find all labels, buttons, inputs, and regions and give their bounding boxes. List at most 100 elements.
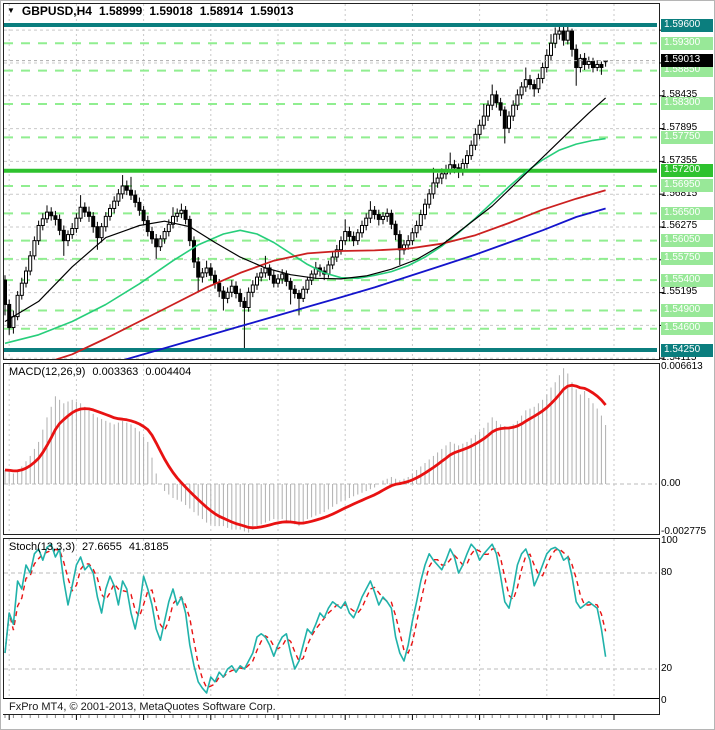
candle [250,280,255,298]
candle [410,227,415,245]
price-scale-label: 1.58435 [661,89,698,101]
candle [129,176,133,200]
ma-black-line[interactable] [4,97,607,323]
candle [238,288,243,307]
level-price-label: 1.56050 [661,234,713,248]
ma-blue-line[interactable] [5,207,606,390]
price-scale-label: 1.55195 [661,286,698,298]
candle [418,209,423,231]
macd-layer [4,364,657,534]
macd-main-value: 0.003363 [92,366,139,378]
candle [150,226,154,244]
time-axis[interactable]: 14 Aug 201319 Aug 00:0021 Aug 16:0026 Au… [1,715,714,729]
ma-green-line[interactable] [4,137,606,345]
candle [423,198,427,220]
candle [154,233,159,259]
macd-panel[interactable] [3,363,660,535]
stoch-layer [4,539,657,697]
candle [32,236,37,260]
candle [376,209,381,226]
stoch-scale-label: 80 [661,566,673,578]
candle [162,227,167,244]
candle [288,277,293,305]
candle [78,195,83,222]
stoch-panel[interactable] [3,538,660,715]
candle [108,204,112,221]
candle [280,269,285,284]
level-price-label: 1.55750 [661,252,713,266]
candle [494,90,499,108]
stoch-k-line[interactable] [4,543,607,694]
price-scale-label: 1.54115 [661,351,697,363]
candle [553,27,558,49]
level-price-label: 1.58850 [661,64,713,78]
candle [364,213,369,231]
level-price-label: 1.56950 [661,179,713,193]
candle [427,189,432,209]
candle [574,44,579,86]
candle [532,79,537,97]
strong-level-price-label: 1.57200 [661,164,713,178]
level-price-label: 1.54600 [661,322,713,336]
candle [82,202,87,217]
teal-line-price-label: 1.54250 [661,343,713,357]
main-chart-layer [4,4,657,390]
title-open-value: 1.58999 [98,4,143,18]
ma-red-line[interactable] [5,189,606,371]
candle [586,56,591,69]
candle [347,226,352,242]
candle [53,210,58,226]
candle [578,54,583,73]
macd-scale-max-label: 0.006613 [661,361,703,373]
macd-signal-line[interactable] [4,383,607,530]
candle [124,180,129,196]
candle [301,286,306,303]
candle [561,26,566,46]
candle [66,230,70,247]
candle [343,219,348,245]
candle [557,25,562,40]
candle [595,60,600,72]
candle [565,26,570,45]
candle [183,206,188,225]
candle [414,220,419,238]
candle [477,119,482,140]
candle [221,286,226,311]
candle [145,215,150,237]
candle [481,103,486,130]
candle [355,229,360,245]
candle [435,173,440,188]
candle [368,201,373,224]
candle [87,206,91,222]
stoch-d-line[interactable] [4,548,607,689]
price-axis[interactable]: 1.595151.584351.578951.573551.568151.562… [661,1,714,715]
candle [360,220,364,238]
candle [192,236,196,268]
stoch-scale-label: 100 [661,534,678,546]
stoch-d-value: 41.8185 [128,541,169,553]
ohlc-toggle-arrow-icon[interactable]: ▼ [7,6,15,15]
candle [255,272,259,290]
candle [267,264,272,281]
candle [536,73,541,94]
candle [49,207,54,221]
macd-label-row: MACD(12,26,9) 0.003363 0.004404 [9,366,191,378]
level-price-label: 1.56500 [661,206,713,220]
candle [473,128,478,151]
macd-scale-min-label: -0.002775 [661,526,707,538]
stoch-scale-label: 20 [661,662,673,674]
candle [133,190,138,208]
candle [259,268,264,282]
candle [334,244,339,262]
stoch-scale-label: 0 [661,694,667,706]
stoch-indicator-label: Stoch(13,3,3) [9,541,76,553]
candle [297,289,301,316]
candle [57,214,62,236]
candle [507,111,511,134]
candle [116,189,121,207]
candle [208,263,213,281]
price-scale-label: 1.57355 [661,154,698,166]
candle [549,34,553,61]
macd-histogram [4,368,607,533]
